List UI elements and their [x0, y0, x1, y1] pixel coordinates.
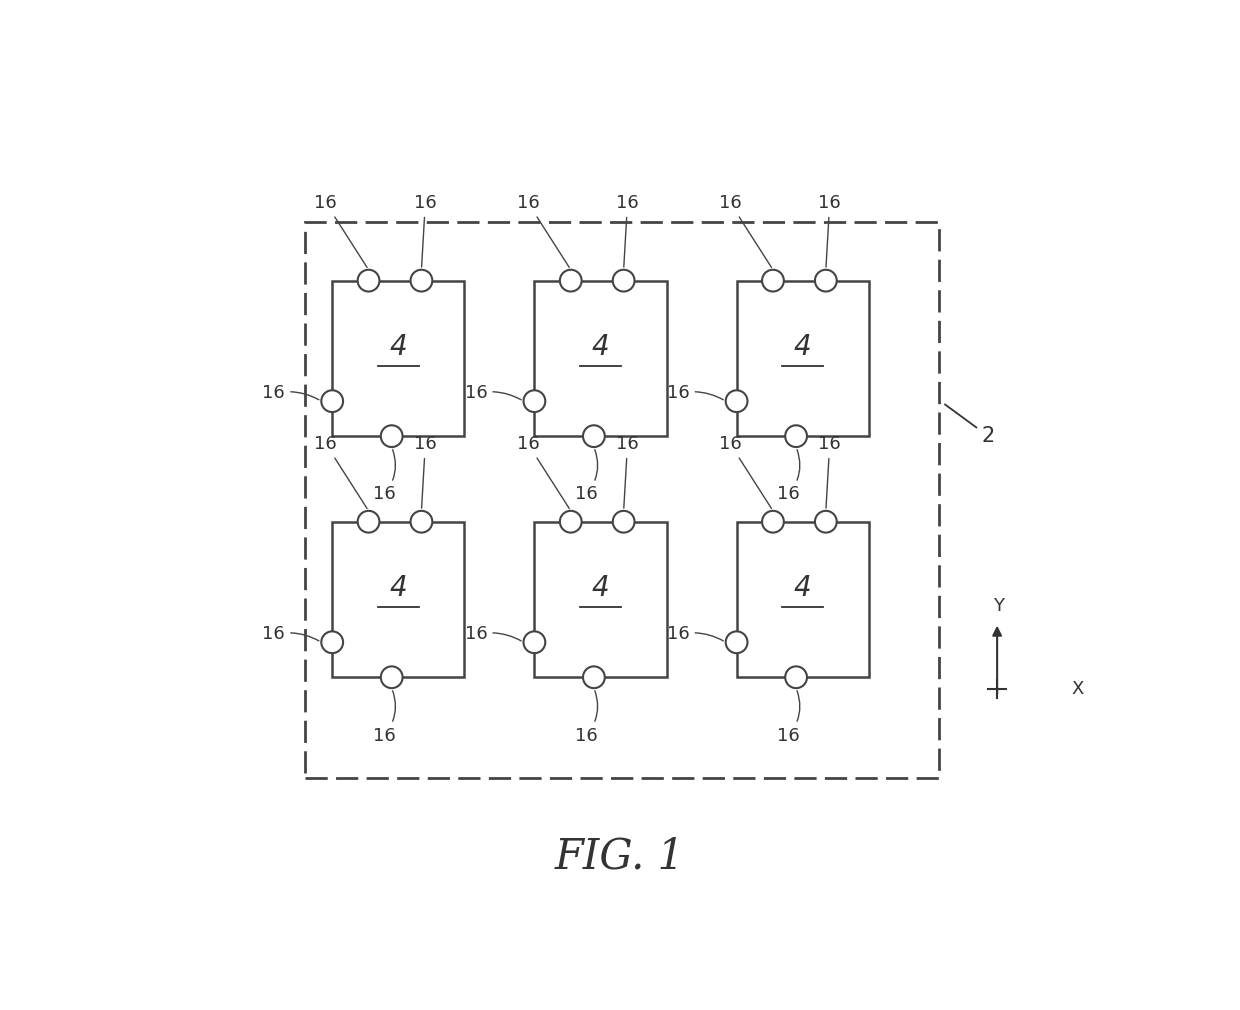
Text: FIG. 1: FIG. 1: [554, 835, 684, 877]
Circle shape: [410, 511, 433, 532]
Text: 4: 4: [794, 574, 811, 602]
Bar: [737, 522, 869, 678]
Circle shape: [321, 631, 343, 653]
Text: 4: 4: [591, 574, 609, 602]
Text: 16: 16: [414, 194, 436, 267]
Text: 16: 16: [517, 194, 569, 268]
Circle shape: [613, 511, 635, 532]
Text: 4: 4: [389, 574, 407, 602]
Bar: [332, 281, 465, 436]
Circle shape: [410, 270, 433, 292]
Bar: [534, 522, 667, 678]
Circle shape: [560, 270, 582, 292]
Circle shape: [523, 631, 546, 653]
Text: 2: 2: [945, 404, 994, 446]
Circle shape: [523, 390, 546, 412]
Text: 16: 16: [575, 449, 598, 504]
Circle shape: [725, 390, 748, 412]
Circle shape: [321, 390, 343, 412]
Text: 16: 16: [777, 691, 800, 744]
Bar: [534, 281, 667, 436]
Text: 16: 16: [667, 385, 723, 402]
Text: X: X: [1071, 680, 1084, 698]
Circle shape: [583, 425, 605, 447]
Circle shape: [381, 667, 403, 688]
Text: 16: 16: [315, 435, 367, 508]
Bar: [305, 222, 939, 779]
Text: 16: 16: [263, 625, 319, 643]
Circle shape: [613, 270, 635, 292]
Circle shape: [815, 270, 837, 292]
Text: Y: Y: [993, 597, 1004, 615]
Text: 16: 16: [719, 194, 771, 268]
Text: 16: 16: [818, 194, 841, 267]
Text: 16: 16: [616, 435, 639, 508]
Text: 16: 16: [315, 194, 367, 268]
Circle shape: [357, 511, 379, 532]
Circle shape: [725, 631, 748, 653]
Circle shape: [785, 667, 807, 688]
Text: 16: 16: [719, 435, 771, 508]
Text: 16: 16: [667, 625, 723, 643]
Text: 16: 16: [465, 625, 521, 643]
Circle shape: [357, 270, 379, 292]
Circle shape: [381, 425, 403, 447]
Text: 4: 4: [591, 332, 609, 361]
Circle shape: [583, 667, 605, 688]
Text: 16: 16: [372, 449, 396, 504]
Circle shape: [785, 425, 807, 447]
Text: 4: 4: [389, 332, 407, 361]
Text: 16: 16: [818, 435, 841, 508]
Bar: [332, 522, 465, 678]
Text: 16: 16: [777, 449, 800, 504]
Circle shape: [560, 511, 582, 532]
Text: 16: 16: [372, 691, 396, 744]
Text: 16: 16: [465, 385, 521, 402]
Text: 16: 16: [517, 435, 569, 508]
Circle shape: [763, 511, 784, 532]
Text: 16: 16: [616, 194, 639, 267]
Text: 16: 16: [414, 435, 436, 508]
Text: 16: 16: [263, 385, 319, 402]
Text: 4: 4: [794, 332, 811, 361]
Circle shape: [815, 511, 837, 532]
Text: 16: 16: [575, 691, 598, 744]
Bar: [737, 281, 869, 436]
Circle shape: [763, 270, 784, 292]
